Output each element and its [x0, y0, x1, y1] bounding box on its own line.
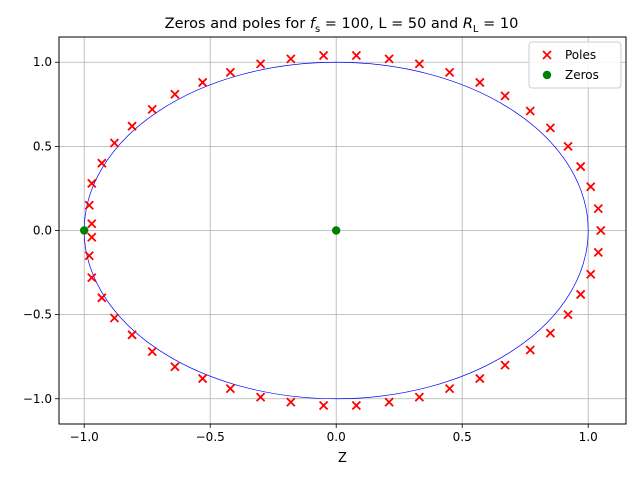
pole-marker: [351, 400, 361, 411]
pole-marker: [97, 158, 107, 168]
legend-label: Zeros: [565, 68, 599, 82]
pole-marker: [593, 247, 603, 258]
title-fs-rest: = 100, L = 50 and: [320, 16, 463, 32]
pole-marker: [525, 345, 535, 355]
legend-label: Poles: [565, 48, 596, 62]
x-tick-label: 0.0: [327, 430, 346, 444]
pole-marker: [525, 106, 535, 116]
zero-marker: [332, 226, 341, 235]
pole-marker: [475, 77, 485, 88]
pole-marker: [414, 59, 424, 69]
title-fs-sub: s: [315, 24, 320, 35]
title-rl-sub: L: [473, 24, 479, 35]
pole-marker: [586, 269, 596, 279]
pole-marker: [198, 373, 208, 384]
pole-marker: [127, 121, 137, 131]
pole-marker: [444, 67, 455, 77]
title-rl-symbol: R: [463, 16, 473, 32]
pole-marker: [109, 138, 120, 148]
y-tick-label: −1.0: [23, 392, 52, 406]
x-tick-label: 0.5: [453, 430, 472, 444]
pole-marker: [351, 50, 361, 61]
pole-marker: [414, 392, 424, 402]
pole-marker: [563, 141, 573, 152]
pole-marker: [286, 397, 296, 407]
pole-marker: [500, 91, 510, 101]
pole-marker: [576, 289, 586, 300]
y-tick-label: 0.5: [33, 139, 52, 153]
pole-marker: [84, 200, 94, 210]
x-tick-label: −1.0: [70, 430, 99, 444]
pole-marker: [225, 384, 235, 394]
pole-marker: [198, 77, 208, 88]
pole-marker: [109, 313, 120, 323]
title-rl-rest: = 10: [478, 16, 518, 32]
pole-marker: [545, 123, 556, 133]
pole-marker: [545, 328, 556, 338]
pole-marker: [384, 397, 394, 407]
pole-marker: [318, 400, 329, 411]
pole-marker: [593, 203, 603, 214]
pole-marker: [170, 362, 180, 372]
pole-marker: [87, 178, 97, 189]
legend-poles-marker: [542, 50, 552, 60]
legend: Poles Zeros: [528, 41, 622, 89]
zero-marker: [80, 226, 89, 235]
pole-marker: [475, 373, 485, 384]
y-tick-label: −0.5: [23, 308, 52, 322]
legend-box: [528, 41, 622, 89]
pole-marker: [255, 392, 266, 402]
y-tick-label: 1.0: [33, 55, 52, 69]
pole-marker: [87, 219, 97, 229]
pole-marker: [255, 59, 266, 69]
pole-marker: [170, 89, 180, 99]
pole-marker: [318, 50, 329, 61]
series-layer: [80, 50, 606, 411]
pole-marker: [563, 309, 573, 320]
pole-marker: [576, 161, 586, 172]
x-tick-label: −0.5: [196, 430, 225, 444]
pole-marker: [147, 104, 157, 114]
pole-marker: [97, 293, 107, 303]
pole-marker: [87, 272, 97, 283]
pole-marker: [286, 54, 296, 64]
chart-title: Zeros and poles for fs = 100, L = 50 and…: [165, 16, 519, 35]
pole-marker: [444, 384, 455, 394]
pole-marker: [384, 54, 394, 64]
pole-marker: [500, 360, 510, 370]
legend-zeros-marker: [542, 70, 552, 80]
pole-marker: [127, 330, 137, 340]
y-tick-label: 0.0: [33, 224, 52, 238]
ticks: −1.0 −0.5 0.0 0.5 1.0 −1.0 −0.5 0.0 0.5 1.0: [23, 55, 598, 444]
x-axis-title: Z: [338, 451, 347, 466]
pole-marker: [586, 182, 596, 192]
pole-marker: [87, 232, 97, 242]
pole-marker: [84, 251, 94, 261]
pole-marker: [225, 67, 235, 77]
pole-marker: [147, 347, 157, 357]
pole-marker: [596, 225, 606, 236]
title-prefix: Zeros and poles for: [165, 16, 310, 32]
title-fs-symbol: f: [310, 16, 317, 32]
x-tick-label: 1.0: [579, 430, 598, 444]
grid: [59, 37, 626, 424]
